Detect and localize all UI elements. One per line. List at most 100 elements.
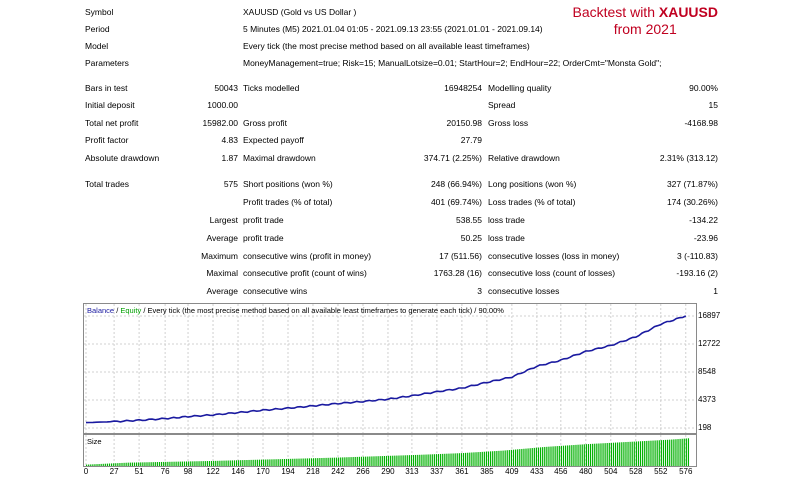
size-bar: [310, 458, 313, 466]
label-average-profit: profit trade: [243, 233, 284, 243]
size-bar: [483, 451, 485, 466]
size-bar: [200, 461, 202, 466]
value-quality: 90.00%: [689, 83, 718, 93]
size-bar: [294, 458, 296, 466]
legend-rest: / Every tick (the most precise method ba…: [141, 306, 504, 315]
size-bar: [539, 447, 542, 466]
size-bar: [646, 440, 648, 466]
y-tick-label: 12722: [698, 339, 721, 348]
size-bar: [587, 444, 590, 466]
size-bar: [248, 459, 250, 466]
size-bar: [504, 450, 506, 466]
label-avg-losses: consecutive losses: [488, 286, 560, 296]
size-bar: [571, 445, 573, 466]
label-absdd: Absolute drawdown: [85, 153, 160, 163]
size-bar: [131, 462, 134, 466]
size-bar: [435, 454, 438, 466]
size-bar: [508, 450, 510, 466]
label-bars: Bars in test: [85, 83, 128, 93]
x-tick-label: 194: [281, 467, 295, 476]
size-bar: [238, 460, 240, 466]
size-bar: [354, 456, 356, 466]
size-bar: [523, 448, 525, 466]
size-bar: [217, 460, 219, 466]
size-bar: [160, 461, 163, 466]
size-bar: [206, 461, 208, 466]
size-bar: [356, 456, 358, 466]
size-bar: [581, 444, 583, 466]
label-period: Period: [85, 24, 110, 34]
label-pf: Profit factor: [85, 135, 129, 145]
size-bar: [519, 449, 521, 466]
size-bar: [104, 463, 106, 466]
label-maximal: Maximal: [206, 268, 238, 278]
size-bar: [677, 439, 679, 466]
size-bar: [167, 461, 169, 466]
size-bar: [340, 457, 342, 466]
label-model: Model: [85, 41, 109, 51]
x-tick-label: 576: [679, 467, 693, 476]
size-bar: [333, 457, 336, 466]
label-average-consecutive: Average: [206, 286, 238, 296]
label-largest-loss: loss trade: [488, 215, 525, 225]
size-bar: [514, 449, 517, 466]
label-average-loss: loss trade: [488, 233, 525, 243]
size-bar: [648, 440, 650, 466]
size-bar: [421, 454, 423, 466]
size-bar: [387, 455, 390, 466]
size-bar: [371, 456, 373, 466]
size-bar: [687, 438, 690, 466]
size-bar: [573, 445, 575, 466]
size-bar: [614, 442, 617, 466]
size-bar: [579, 444, 581, 466]
size-bar: [267, 459, 269, 466]
size-bar: [429, 454, 431, 466]
size-bar: [194, 461, 196, 466]
label-maximum: Maximum: [201, 251, 238, 261]
x-tick-label: 290: [381, 467, 395, 476]
size-bar: [510, 449, 513, 466]
size-bar: [344, 457, 346, 466]
value-loss-trades: 174 (30.26%): [666, 197, 718, 207]
size-bar: [158, 462, 161, 466]
size-bar: [377, 456, 379, 466]
size-bar: [390, 455, 392, 466]
size-label: Size: [87, 437, 102, 446]
size-bar: [117, 463, 119, 466]
size-bar: [619, 442, 621, 466]
size-bar: [585, 444, 587, 466]
size-bar: [375, 456, 377, 466]
size-bar: [433, 454, 435, 466]
size-bar: [560, 445, 563, 466]
x-tick-label: 361: [455, 467, 469, 476]
size-bar: [108, 463, 111, 466]
label-symbol: Symbol: [85, 7, 114, 17]
size-bar: [517, 449, 519, 466]
size-bar: [621, 442, 623, 466]
overlay-line2: from 2021: [613, 21, 677, 37]
label-average: Average: [206, 233, 238, 243]
size-bar: [317, 458, 319, 466]
size-bar: [142, 462, 144, 466]
label-quality: Modelling quality: [488, 83, 552, 93]
value-largest-loss: -134.22: [689, 215, 718, 225]
size-bar: [610, 442, 612, 466]
size-bar: [450, 453, 452, 466]
size-bar: [639, 441, 642, 466]
size-bar: [379, 456, 381, 466]
value-bars: 50043: [214, 83, 238, 93]
size-bar: [86, 464, 88, 466]
size-bar: [460, 453, 463, 466]
size-bar: [175, 461, 177, 466]
size-bar: [337, 457, 340, 466]
value-max-wins: 17 (511.56): [439, 251, 482, 261]
size-bar: [623, 442, 625, 466]
size-bar: [535, 447, 538, 466]
size-bar: [100, 463, 102, 466]
size-bar: [308, 458, 311, 466]
size-bar: [144, 462, 146, 466]
size-bar: [427, 454, 429, 466]
size-bar: [129, 462, 131, 466]
size-bar: [260, 459, 263, 466]
size-bar: [263, 459, 265, 466]
